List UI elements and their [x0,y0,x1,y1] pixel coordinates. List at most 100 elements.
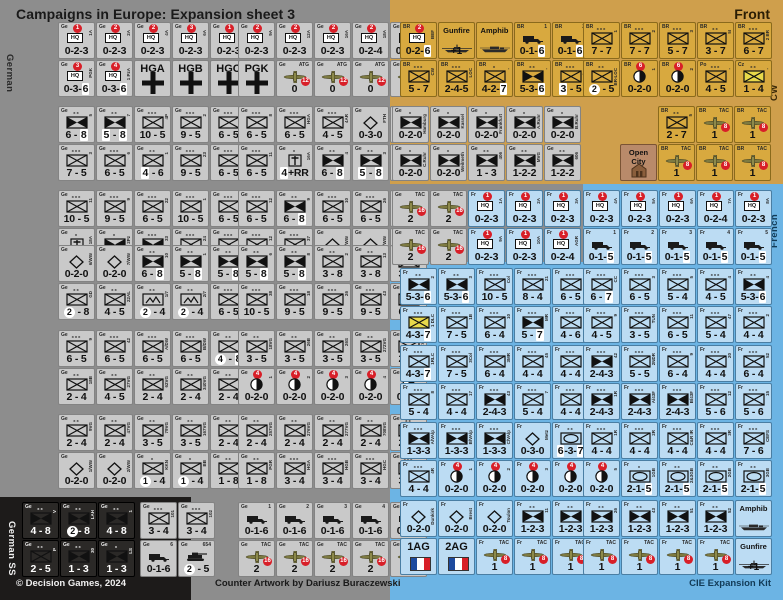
counter[interactable]: BR TAC 8 1 [696,144,733,181]
counter[interactable]: Ge xxx HGC 3 - 4 [352,452,389,489]
counter[interactable]: BR TAC 8 1 [658,144,695,181]
counter[interactable]: Fr xx 2&3GB 2-1-5 [659,460,696,497]
counter[interactable]: Ge xx 7 5 - 8 [96,106,133,143]
counter[interactable]: BR xx 5 2 - 7 [658,106,695,143]
counter[interactable]: Fr xxx 11 6 - 5 [659,306,696,343]
counter[interactable]: Ge x BB 1 - 4 [172,452,209,489]
counter[interactable]: Ge xxx 8 6 - 5 [238,106,275,143]
counter[interactable]: Ge xx 47VG 2 - 4 [96,414,133,451]
counter[interactable]: Fr xxx 21 8 - 4 [514,268,551,305]
counter[interactable]: 2AG [438,538,475,575]
counter[interactable]: Frxxx234 - 4 [552,383,589,420]
counter[interactable]: Fr 2 0-1-5 [621,228,658,265]
counter[interactable]: Fr 1 7A HQ 0-2-4 [697,190,734,227]
counter[interactable]: Ge xx V 4 - 8 [22,502,59,539]
counter[interactable]: Ge xx 62VG 2 - 4 [134,368,171,405]
counter[interactable]: Ge xx 3 5 - 8 [352,144,389,181]
counter[interactable]: HGB [172,60,209,97]
counter[interactable]: Frxxx216 - 5 [552,268,589,305]
counter[interactable]: Ge 3 0-1-6 [314,502,351,539]
counter[interactable]: Ge 2 9A HQ 0-2-3 [238,22,275,59]
counter[interactable]: Fr xxx 2NDR 5 - 5 [621,345,658,382]
counter[interactable]: Ge xxx 9 6 - 5 [58,330,95,367]
counter[interactable]: Ge xx 10 6 - 8 [134,245,171,282]
counter[interactable]: Fr TAC 8 1 [659,538,696,575]
counter[interactable]: Ge xxx 2 9 - 5 [172,106,209,143]
counter[interactable]: Fr xxx Col 10 - 5 [476,268,513,305]
counter[interactable]: Fr xxx 45 4 - 4 [514,345,551,382]
counter[interactable]: BR xxx 2 BR 6 - 7 [735,22,772,59]
counter[interactable]: Fr xx 52 1-2-3 [697,500,734,537]
counter[interactable]: Fr xxx 1 DLC 4-3-7 [400,306,437,343]
counter[interactable]: Fr xx 26 1-2-3 [583,500,620,537]
counter[interactable]: BR xxx LOC 2-4-5 [438,60,475,97]
counter[interactable]: Ge 6 0-1-6 [140,540,177,577]
counter[interactable]: Ge xxx 38 10 - 5 [238,283,275,320]
counter[interactable]: Fr xxx 9 6 - 4 [659,345,696,382]
counter[interactable]: Ge xx 18B 2 - 4 [58,368,95,405]
counter[interactable]: Ge xx 26S 3 - 5 [314,330,351,367]
counter[interactable]: Ge xx 708VG 2 - 4 [352,414,389,451]
counter[interactable]: Fr xxx 2 4 - 4 [735,306,772,343]
counter[interactable]: BR xxx 3 5 - 7 [659,22,696,59]
counter[interactable]: Ge xxx 11 10 - 5 [58,190,95,227]
counter[interactable]: Ge xx 272VG 3 - 5 [352,330,389,367]
counter[interactable]: Ge xx 2/7 2 - 4 [172,283,209,320]
counter[interactable]: Ge xxx 3 7 - 5 [58,144,95,181]
counter[interactable]: Ge xx 9 6 - 8 [276,190,313,227]
counter[interactable]: BR TAC 8 1 [696,106,733,143]
counter[interactable]: Ge xx 1 5 - 8 [172,245,209,282]
counter[interactable]: Ge xx 6 5 - 8 [238,245,275,282]
counter[interactable]: BR xxx 2 7 - 7 [621,22,658,59]
counter[interactable]: Ge xx 606 1-2-2 [544,144,581,181]
counter[interactable]: Fr Dunkirk 0-2-0 [400,500,437,537]
counter[interactable]: Ge xxx 101 3 - 4 [140,502,177,539]
counter[interactable]: BRxxxNW/2D3 - 5 [552,60,589,97]
counter[interactable]: Ge xx 4 6 - 8 [314,144,351,181]
counter[interactable]: Ge xx 5 6 - 8 [58,106,95,143]
counter[interactable]: Fr xxx 3R 4 - 4 [697,422,734,459]
counter[interactable]: Ge 1 0-1-6 [238,502,275,539]
counter[interactable]: PGK [238,60,275,97]
counter[interactable]: Fr 1 6A HQ 0-2-3 [659,190,696,227]
counter[interactable]: Ge 4 2 0-2-0 [276,368,313,405]
counter[interactable]: Fr 4 5 0-2-0 [583,460,620,497]
counter[interactable]: BR TAC 8 1 [734,106,771,143]
counter[interactable]: Ge 4 4 0-2-0 [352,368,389,405]
counter[interactable]: Ge xxx HGA 3 - 4 [276,452,313,489]
counter[interactable]: Ge xx 13 3 - 8 [352,245,389,282]
counter[interactable]: Fr xxx 9 4 - 5 [583,306,620,343]
counter[interactable]: Fr xx 2 5-3-6 [400,268,437,305]
counter[interactable]: Fr xx 2GB 2-1-5 [697,460,734,497]
counter[interactable]: Ge 3 6A HQ 0-2-3 [172,22,209,59]
counter[interactable]: Fr 4 3 0-2-0 [514,460,551,497]
counter[interactable]: Fr xxx 2R 4 - 4 [621,422,658,459]
counter[interactable]: Ge xxx 11 6 - 5 [238,144,275,181]
counter[interactable]: Fr xxx 1B 7 - 5 [438,306,475,343]
counter[interactable]: Ge 1 1A HQ 0-2-3 [58,22,95,59]
counter[interactable]: Ge 1/WW 0-2-0 [58,452,95,489]
counter[interactable]: BR xxx CW 5 - 7 [400,60,437,97]
counter[interactable]: Fr 3 0-1-5 [659,228,696,265]
counter[interactable]: Ge xx 1/7 2 - 4 [134,283,171,320]
counter[interactable]: Fr xxx 1R 2-4-3 [583,383,620,420]
counter[interactable]: BR 6 1 0-2-0 [621,60,658,97]
counter[interactable]: Ge x 16A 4+RR [276,144,313,181]
counter[interactable]: Ge xxx B/DW 6 - 5 [172,330,209,367]
counter[interactable]: Gunfire +1 [438,22,475,59]
counter[interactable]: Ge x KKN 1 - 4 [134,452,171,489]
counter[interactable]: Fr xxx 3 6 - 5 [621,268,658,305]
counter[interactable]: Po xxx -4 - 5 [697,60,734,97]
counter[interactable]: Ge 6/WW 0-2-0 [58,245,95,282]
counter[interactable]: Fr 4 1 0-2-0 [438,460,475,497]
counter[interactable]: Ge xxx 9 9 - 5 [96,190,133,227]
counter[interactable]: Fr 1 10A HQ 0-2-3 [506,228,543,265]
counter[interactable]: Ge xx 22AL 4 - 5 [96,283,133,320]
counter[interactable]: Ge 4 3 0-2-0 [314,368,351,405]
